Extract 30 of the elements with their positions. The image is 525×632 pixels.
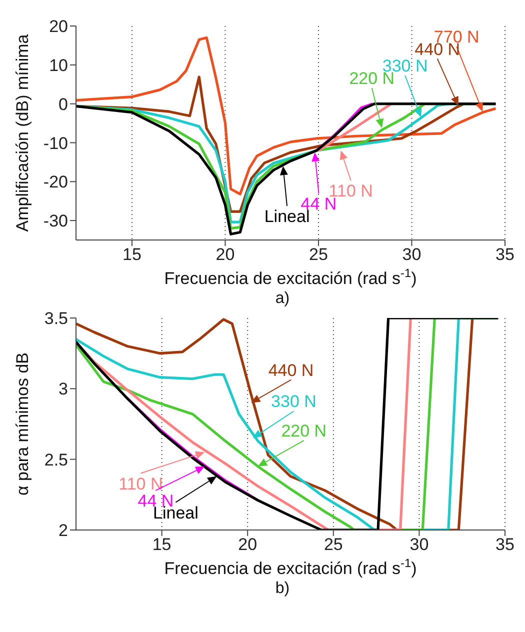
y-tick-label: 3 <box>58 380 68 399</box>
y-tick-label: 10 <box>49 56 68 75</box>
y-tick-label: 3.5 <box>44 309 68 328</box>
y-tick-label: 2 <box>58 521 68 540</box>
x-tick-label: 35 <box>496 535 514 554</box>
x-tick-label: 30 <box>410 535 429 554</box>
y-axis-title: α para mínimos dB <box>13 352 32 496</box>
x-tick-label: 30 <box>402 245 422 264</box>
x-tick-label: 35 <box>496 245 514 264</box>
annotation: 440 N <box>268 360 314 380</box>
text: a) <box>274 290 291 308</box>
x-tick-label: 15 <box>152 535 172 554</box>
y-axis-title: Amplificación (dB) mínima <box>13 34 32 232</box>
y-tick-label: -20 <box>43 172 68 192</box>
y-tick-label: 20 <box>49 17 68 36</box>
x-axis-title: Frecuencia de excitación (rad s$^{-1}$) <box>164 266 417 288</box>
y-tick-label: 2.5 <box>44 450 68 470</box>
x-tick-label: 20 <box>216 245 235 264</box>
y-tick-label: 0 <box>58 94 68 114</box>
annotation: 330 N <box>271 392 316 412</box>
x-tick-label: 25 <box>324 535 343 554</box>
annotation: 110 N <box>118 474 163 494</box>
x-tick-label: 15 <box>122 245 142 264</box>
text: b) <box>274 580 291 598</box>
y-tick-label: -10 <box>43 134 68 153</box>
x-tick-label: 25 <box>309 245 328 264</box>
annotation: 220 N <box>281 421 327 440</box>
x-axis-title: Frecuencia de excitación (rad s$^{-1}$) <box>164 556 417 578</box>
x-tick-label: 20 <box>238 535 258 554</box>
y-tick-label: -30 <box>43 212 68 231</box>
